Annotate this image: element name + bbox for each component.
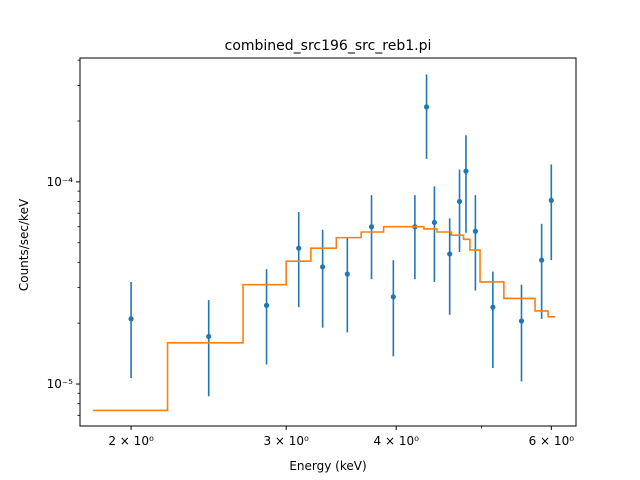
y-axis-label: Counts/sec/keV xyxy=(17,198,31,291)
data-marker xyxy=(431,219,438,226)
data-marker xyxy=(128,316,134,322)
data-marker xyxy=(423,104,430,110)
x-tick-label: 6 × 10⁰ xyxy=(529,434,575,448)
data-point-11 xyxy=(431,186,438,282)
data-marker xyxy=(539,257,545,263)
x-tick-label: 3 × 10⁰ xyxy=(263,434,309,448)
data-marker xyxy=(206,333,212,340)
data-point-1 xyxy=(128,281,134,379)
data-marker xyxy=(447,251,453,257)
data-marker xyxy=(296,245,302,251)
data-marker xyxy=(463,168,469,174)
data-point-18 xyxy=(539,223,545,319)
data-marker xyxy=(472,228,479,234)
data-marker xyxy=(320,264,326,270)
data-point-5 xyxy=(320,229,326,328)
y-tick-label: 10⁻⁴ xyxy=(47,175,74,189)
data-marker xyxy=(490,304,496,310)
chart-title: combined_src196_src_reb1.pi xyxy=(225,38,432,54)
data-marker xyxy=(390,294,396,300)
y-tick-label: 10⁻⁵ xyxy=(47,377,74,391)
data-point-2 xyxy=(206,300,212,397)
x-axis-label: Energy (keV) xyxy=(289,459,366,473)
data-point-12 xyxy=(447,218,453,315)
x-tick-label: 4 × 10⁰ xyxy=(374,434,420,448)
data-point-15 xyxy=(472,195,479,291)
data-marker xyxy=(518,318,525,324)
x-tick-label: 2 × 10⁰ xyxy=(108,434,154,448)
data-marker xyxy=(548,197,554,203)
data-point-7 xyxy=(368,195,375,280)
data-point-6 xyxy=(344,237,350,333)
data-point-16 xyxy=(490,271,496,369)
data-point-10 xyxy=(423,74,430,159)
data-point-13 xyxy=(456,169,463,252)
data-point-8 xyxy=(390,260,396,357)
data-marker xyxy=(344,271,350,277)
data-point-19 xyxy=(548,164,554,261)
data-layer xyxy=(92,74,556,412)
model-step-line xyxy=(92,225,556,412)
data-point-14 xyxy=(463,135,469,233)
data-marker xyxy=(263,302,270,308)
data-marker xyxy=(368,224,375,230)
axes-frame xyxy=(79,57,577,427)
plot-area: 2 × 10⁰ 3 × 10⁰ 4 × 10⁰ 6 × 10⁰ 10⁻⁵ 10⁻⁴ xyxy=(47,57,577,448)
data-point-17 xyxy=(518,284,525,382)
data-point-4 xyxy=(296,211,302,308)
data-marker xyxy=(456,198,463,205)
